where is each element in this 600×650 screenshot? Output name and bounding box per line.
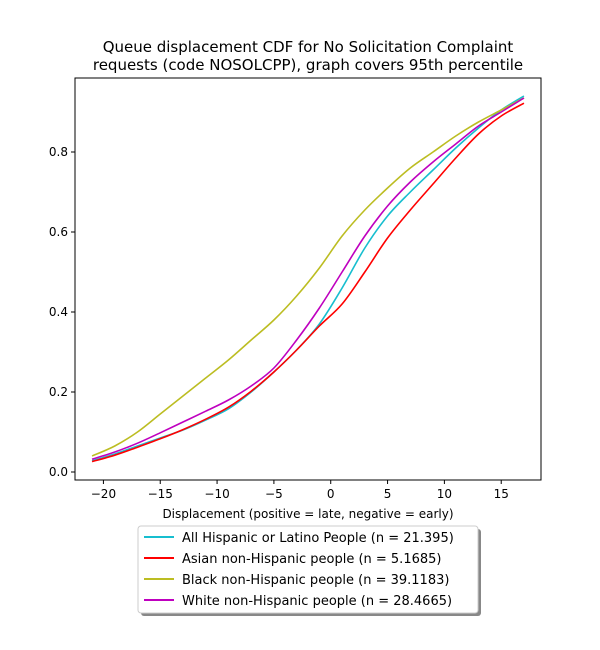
plot-frame [74,77,542,481]
legend-label: Black non-Hispanic people (n = 39.1183) [182,573,449,588]
series-line-3 [91,97,525,457]
chart-title-line-2: requests (code NOSOLCPP), graph covers 9… [93,56,523,74]
y-tick-label: 0.2 [49,385,68,399]
series-line-2 [91,102,525,463]
x-axis: −20 −15 −10 −5 0 5 10 15 [91,480,509,501]
legend: All Hispanic or Latino People (n = 21.39… [137,525,481,616]
plot-lines [91,95,525,463]
legend-items: All Hispanic or Latino People (n = 21.39… [144,531,454,609]
x-tick-label: 15 [494,487,509,501]
series-line-4 [91,97,525,460]
legend-label: White non-Hispanic people (n = 28.4665) [182,594,452,609]
y-axis: 0.0 0.2 0.4 0.6 0.8 [49,145,75,479]
x-axis-label: Displacement (positive = late, negative … [162,507,453,521]
y-tick-label: 0.0 [49,465,68,479]
x-tick-label: −5 [265,487,283,501]
y-tick-label: 0.8 [49,145,68,159]
x-tick-label: 10 [437,487,452,501]
series-line-1 [91,95,525,462]
x-tick-label: −10 [204,487,229,501]
chart-title-line-1: Queue displacement CDF for No Solicitati… [103,38,514,56]
y-tick-label: 0.6 [49,225,68,239]
legend-box [137,525,479,614]
x-tick-label: 0 [327,487,335,501]
legend-label: Asian non-Hispanic people (n = 5.1685) [182,552,441,567]
x-tick-label: −20 [91,487,116,501]
y-tick-label: 0.4 [49,305,68,319]
x-tick-label: 5 [384,487,392,501]
x-tick-label: −15 [148,487,173,501]
legend-label: All Hispanic or Latino People (n = 21.39… [182,531,454,546]
